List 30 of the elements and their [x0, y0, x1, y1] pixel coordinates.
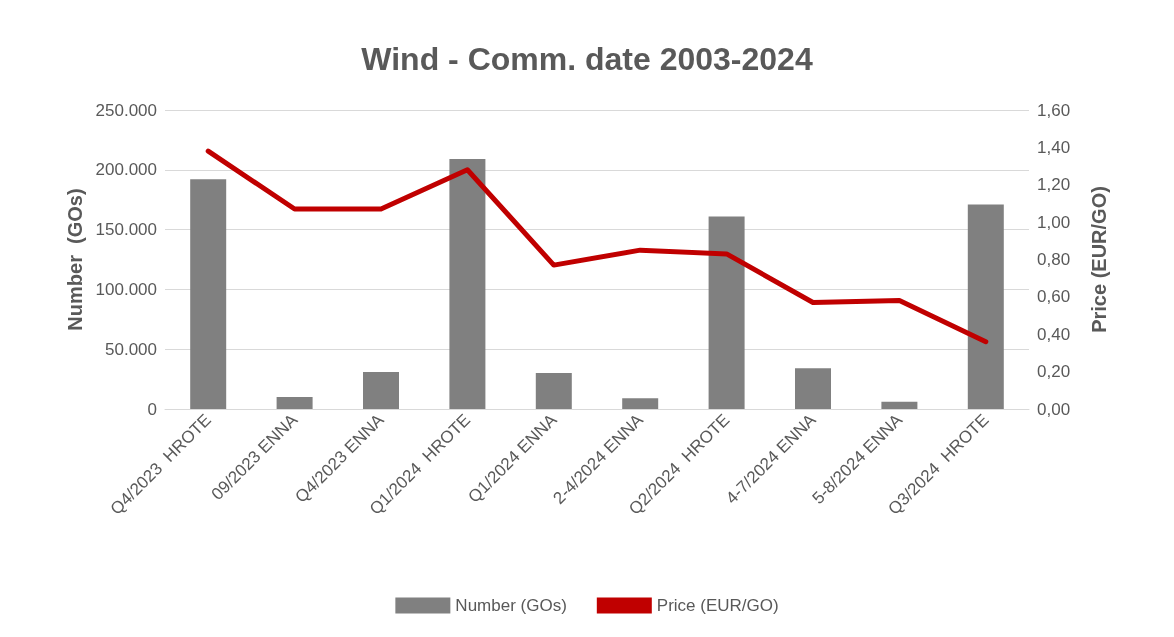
y-tick-label: 100.000 [95, 279, 157, 299]
y-tick-label: 150.000 [95, 220, 157, 240]
bar [795, 368, 831, 409]
y-tick-label: 250.000 [95, 100, 157, 120]
y2-tick-label: 0,60 [1037, 287, 1071, 307]
bar [449, 159, 486, 409]
y2-tick-label: 1,60 [1037, 100, 1071, 120]
bar [190, 179, 227, 409]
legend-label: Number (GOs) [455, 596, 567, 615]
chart-title: Wind - Comm. date 2003-2024 [361, 41, 813, 77]
y-tick-label: 0 [147, 399, 157, 419]
y2-tick-label: 1,00 [1037, 212, 1071, 232]
y2-tick-label: 1,40 [1037, 137, 1071, 157]
y-tick-label: 50.000 [105, 339, 157, 359]
bar [276, 397, 313, 409]
bar [708, 216, 745, 409]
y2-tick-label: 0,40 [1037, 324, 1071, 344]
bar [881, 401, 918, 409]
y2-tick-label: 0,80 [1037, 250, 1071, 269]
y2-tick-label: 0,20 [1037, 362, 1071, 382]
y-axis-title: Number (GOs) [63, 188, 86, 331]
bar [622, 398, 659, 409]
y-tick-label: 200.000 [95, 160, 157, 180]
legend-label: Price (EUR/GO) [656, 596, 779, 615]
bar [363, 371, 399, 409]
bar [967, 204, 1004, 409]
y2-axis-title: Price (EUR/GO) [1088, 186, 1110, 333]
y2-tick-label: 1,20 [1037, 175, 1071, 195]
y2-tick-label: 0,00 [1037, 399, 1071, 419]
bar [535, 373, 572, 409]
